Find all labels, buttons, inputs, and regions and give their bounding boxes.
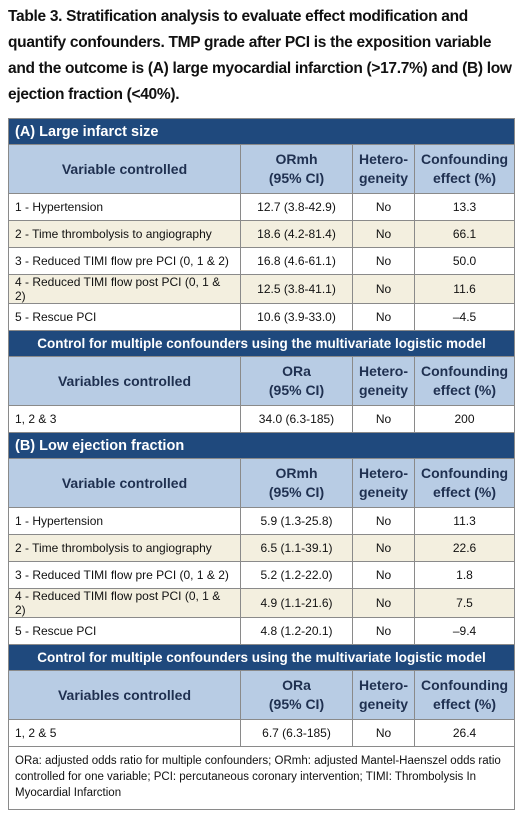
table-row: 1, 2 & 3 34.0 (6.3-185) No 200: [8, 405, 516, 433]
table-cell: 3 - Reduced TIMI flow pre PCI (0, 1 & 2): [8, 247, 241, 275]
column-header: Hetero- geneity: [352, 458, 415, 508]
table-cell: 1, 2 & 3: [8, 405, 241, 433]
table-cell: 6.5 (1.1-39.1): [240, 534, 353, 562]
table-cell: 13.3: [413, 193, 516, 221]
table-row: 4 - Reduced TIMI flow post PCI (0, 1 & 2…: [8, 588, 516, 618]
column-header: ORmh (95% CI): [240, 458, 353, 508]
table-row: 2 - Time thrombolysis to angiography 18.6…: [8, 220, 516, 248]
table-cell: 4.9 (1.1-21.6): [240, 588, 353, 618]
column-header: Confounding effect (%): [413, 356, 516, 406]
footnote: ORa: adjusted odds ratio for multiple co…: [7, 746, 516, 810]
column-header: Confounding effect (%): [413, 144, 516, 194]
data-table: (A) Large infarct size Variable controlle…: [7, 118, 516, 810]
column-header: Variables controlled: [8, 670, 241, 720]
table-cell: 22.6: [413, 534, 516, 562]
column-header: Variable controlled: [8, 144, 241, 194]
table-cell: 5 - Rescue PCI: [8, 617, 241, 645]
column-header: Hetero- geneity: [352, 670, 415, 720]
column-header-row: Variables controlled ORa (95% CI) Hetero- …: [8, 670, 516, 720]
column-header: ORmh (95% CI): [240, 144, 353, 194]
table-cell: 26.4: [413, 719, 516, 747]
column-header: Hetero- geneity: [352, 356, 415, 406]
table-row: 2 - Time thrombolysis to angiography 6.5 …: [8, 534, 516, 562]
table-row: 3 - Reduced TIMI flow pre PCI (0, 1 & 2)…: [8, 561, 516, 589]
table-row: 1 - Hypertension 12.7 (3.8-42.9) No 13.3: [8, 193, 516, 221]
column-header: Variables controlled: [8, 356, 241, 406]
table-cell: No: [352, 303, 415, 331]
table-cell: 2 - Time thrombolysis to angiography: [8, 220, 241, 248]
column-header-row: Variable controlled ORmh (95% CI) Hetero- …: [8, 144, 516, 194]
table-cell: 1 - Hypertension: [8, 507, 241, 535]
table-cell: 12.5 (3.8-41.1): [240, 274, 353, 304]
column-header-row: Variables controlled ORa (95% CI) Hetero- …: [8, 356, 516, 406]
table-cell: 34.0 (6.3-185): [240, 405, 353, 433]
table-cell: No: [352, 588, 415, 618]
table-cell: 16.8 (4.6-61.1): [240, 247, 353, 275]
column-header: ORa (95% CI): [240, 670, 353, 720]
table-row: 4 - Reduced TIMI flow post PCI (0, 1 & 2…: [8, 274, 516, 304]
table-cell: No: [352, 617, 415, 645]
column-header: ORa (95% CI): [240, 356, 353, 406]
table-title: Table 3. Stratification analysis to eval…: [8, 8, 512, 103]
table-cell: No: [352, 507, 415, 535]
multi-heading-row: Control for multiple confounders using t…: [7, 330, 516, 357]
table-cell: 7.5: [413, 588, 516, 618]
table-cell: 3 - Reduced TIMI flow pre PCI (0, 1 & 2): [8, 561, 241, 589]
table-cell: 4 - Reduced TIMI flow post PCI (0, 1 & 2…: [8, 588, 241, 618]
table-cell: No: [352, 534, 415, 562]
table-cell: 11.3: [413, 507, 516, 535]
table-cell: 66.1: [413, 220, 516, 248]
column-header: Confounding effect (%): [413, 670, 516, 720]
table-cell: 5.9 (1.3-25.8): [240, 507, 353, 535]
table-cell: No: [352, 220, 415, 248]
table-cell: –9.4: [413, 617, 516, 645]
section-row: (B) Low ejection fraction: [7, 432, 516, 459]
section-heading: Control for multiple confounders using t…: [7, 644, 516, 671]
table-body: (A) Large infarct size Variable controlle…: [7, 118, 516, 810]
section-row: (A) Large infarct size: [7, 118, 516, 145]
table-cell: 200: [413, 405, 516, 433]
table-cell: 6.7 (6.3-185): [240, 719, 353, 747]
table-cell: 4 - Reduced TIMI flow post PCI (0, 1 & 2…: [8, 274, 241, 304]
table-row: 3 - Reduced TIMI flow pre PCI (0, 1 & 2)…: [8, 247, 516, 275]
section-heading: (B) Low ejection fraction: [7, 432, 516, 459]
table-cell: 18.6 (4.2-81.4): [240, 220, 353, 248]
table-cell: No: [352, 193, 415, 221]
table-cell: 12.7 (3.8-42.9): [240, 193, 353, 221]
table-cell: –4.5: [413, 303, 516, 331]
column-header: Variable controlled: [8, 458, 241, 508]
section-heading: (A) Large infarct size: [7, 118, 516, 145]
table-cell: No: [352, 247, 415, 275]
table-cell: No: [352, 274, 415, 304]
table-row: 1, 2 & 5 6.7 (6.3-185) No 26.4: [8, 719, 516, 747]
table-cell: 11.6: [413, 274, 516, 304]
table-cell: 50.0: [413, 247, 516, 275]
footnote-row: ORa: adjusted odds ratio for multiple co…: [7, 746, 516, 810]
table-cell: 5.2 (1.2-22.0): [240, 561, 353, 589]
column-header: Hetero- geneity: [352, 144, 415, 194]
table-cell: 1.8: [413, 561, 516, 589]
table-cell: No: [352, 405, 415, 433]
table-cell: 5 - Rescue PCI: [8, 303, 241, 331]
section-heading: Control for multiple confounders using t…: [7, 330, 516, 357]
table-cell: No: [352, 561, 415, 589]
column-header-row: Variable controlled ORmh (95% CI) Hetero- …: [8, 458, 516, 508]
table-cell: 1, 2 & 5: [8, 719, 241, 747]
multi-heading-row: Control for multiple confounders using t…: [7, 644, 516, 671]
table-row: 5 - Rescue PCI 10.6 (3.9-33.0) No –4.5: [8, 303, 516, 331]
table-cell: 1 - Hypertension: [8, 193, 241, 221]
table-row: 1 - Hypertension 5.9 (1.3-25.8) No 11.3: [8, 507, 516, 535]
table-cell: 10.6 (3.9-33.0): [240, 303, 353, 331]
table-row: 5 - Rescue PCI 4.8 (1.2-20.1) No –9.4: [8, 617, 516, 645]
column-header: Confounding effect (%): [413, 458, 516, 508]
table-cell: 4.8 (1.2-20.1): [240, 617, 353, 645]
table-cell: No: [352, 719, 415, 747]
table-cell: 2 - Time thrombolysis to angiography: [8, 534, 241, 562]
